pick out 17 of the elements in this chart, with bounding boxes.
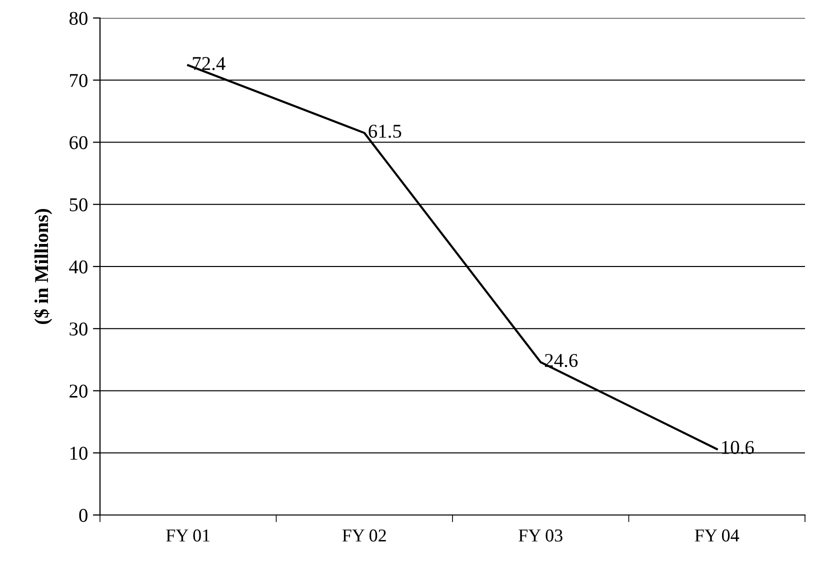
data-label: 72.4 xyxy=(192,57,226,70)
y-tick-label: 40 xyxy=(69,260,88,274)
data-label: 61.5 xyxy=(368,124,402,138)
data-label: 10.6 xyxy=(722,440,754,454)
x-tick-label: FY 03 xyxy=(518,529,562,542)
x-tick-label: FY 02 xyxy=(342,529,386,542)
y-axis-title: ($ in Millions) xyxy=(34,209,52,324)
y-tick-label: 70 xyxy=(70,74,88,88)
y-tick-label: 80 xyxy=(69,12,88,25)
y-tick-label: 10 xyxy=(70,446,88,460)
y-tick-label: 20 xyxy=(70,384,88,398)
y-tick-label: 30 xyxy=(70,322,88,336)
x-tick-label: FY 04 xyxy=(694,529,740,542)
y-tick-label: 60 xyxy=(70,136,88,150)
x-tick-label: FY 01 xyxy=(166,529,210,542)
y-tick-label: 50 xyxy=(70,198,88,212)
y-tick-label: 0 xyxy=(79,508,88,522)
